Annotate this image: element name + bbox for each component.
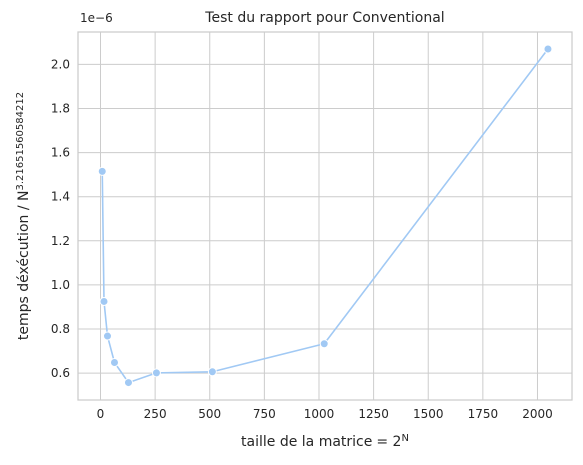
y-tick-label: 1.2 [51,234,70,248]
x-tick-label: 1250 [358,407,389,421]
y-tick-label: 1.0 [51,278,70,292]
x-tick-label: 0 [97,407,105,421]
y-tick-label: 0.8 [51,322,70,336]
data-point [544,45,552,53]
x-tick-label: 1000 [304,407,335,421]
x-tick-label: 1750 [468,407,499,421]
y-axis-label: temps déxécution / N3.21651560584212 [15,92,33,340]
y-tick-label: 0.6 [51,366,70,380]
series-layer [98,45,552,387]
y-axis-label-main: temps déxécution / N [16,191,32,341]
y-tick-label: 1.6 [51,146,70,160]
data-point [110,359,118,367]
data-point [320,340,328,348]
chart-title: Test du rapport pour Conventional [204,10,444,26]
data-point [152,369,160,377]
x-axis-label: taille de la matrice = 2N [241,433,409,451]
x-tick-labels: 0 250 500 750 1000 1250 1500 1750 2000 [97,407,553,421]
x-tick-label: 500 [198,407,221,421]
series-line [102,49,548,383]
data-point [98,167,106,175]
y-tick-labels: 0.6 0.8 1.0 1.2 1.4 1.6 1.8 2.0 [51,57,70,380]
y-tick-label: 1.8 [51,102,70,116]
x-tick-label: 250 [144,407,167,421]
y-axis-label-sup: 3.21651560584212 [15,92,26,191]
x-axis-label-sup: N [401,433,408,444]
x-tick-label: 1500 [413,407,444,421]
data-point [100,297,108,305]
x-tick-label: 2000 [522,407,553,421]
x-tick-label: 750 [253,407,276,421]
data-point [103,332,111,340]
y-offset-label: 1e−6 [80,11,113,25]
y-tick-label: 2.0 [51,57,70,71]
x-axis-label-main: taille de la matrice [241,434,372,450]
data-point [124,379,132,387]
x-axis-label-eq: = 2 [376,434,401,450]
y-tick-label: 1.4 [51,190,70,204]
data-point [208,368,216,376]
